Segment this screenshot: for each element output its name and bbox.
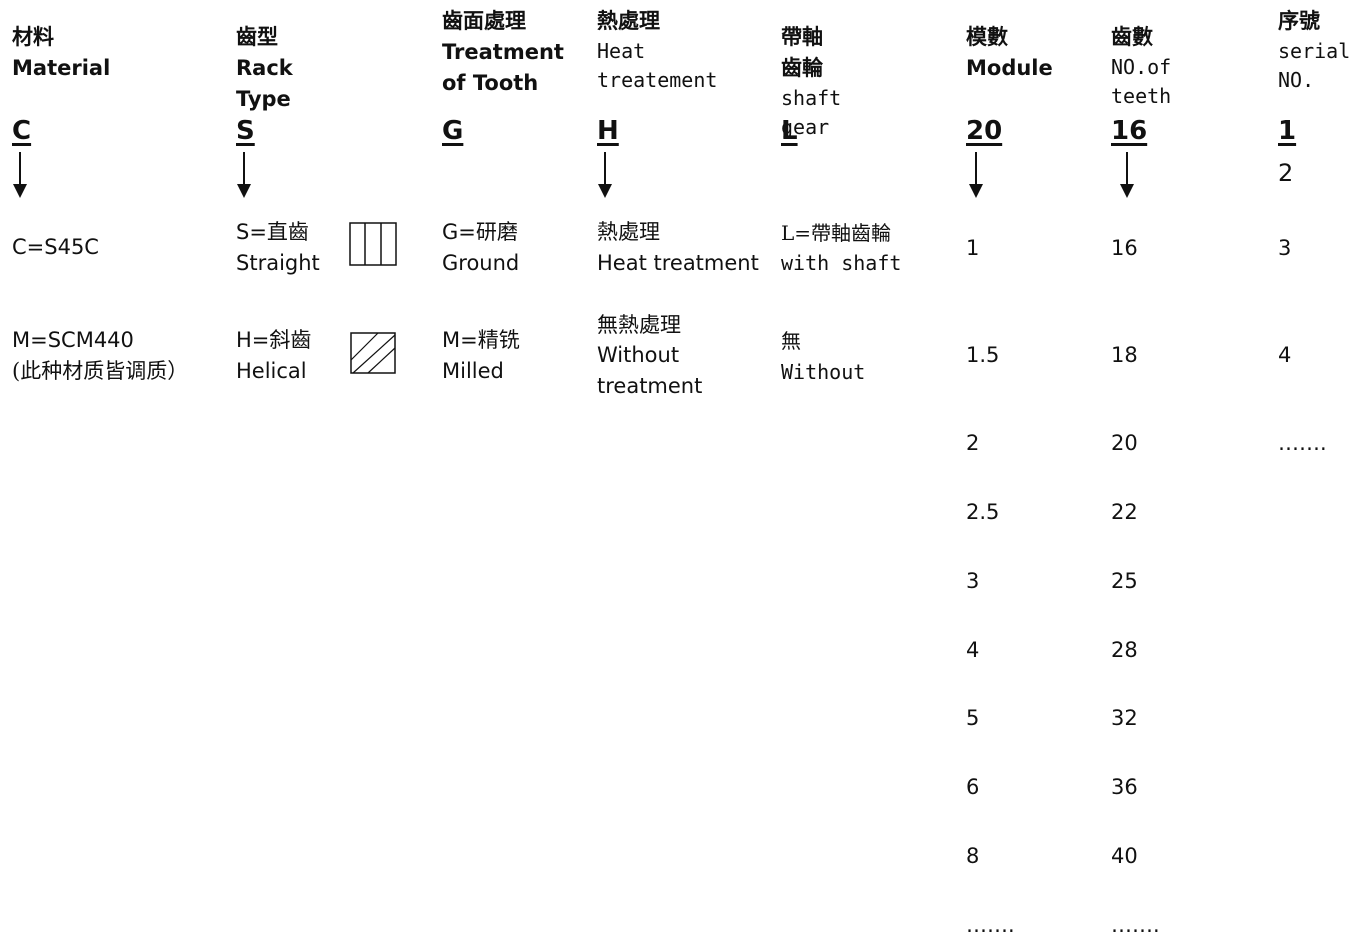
teeth-value: 20	[1111, 431, 1138, 455]
rack-type-option-s-code: S=直齒	[236, 220, 309, 244]
treatment-option-g-en: Ground	[442, 251, 520, 275]
helical-teeth-icon	[350, 332, 396, 374]
down-arrow-icon	[13, 152, 27, 198]
heat-option-1-en: Heat treatment	[597, 251, 759, 275]
serial-value-ellipsis: …….	[1278, 431, 1327, 455]
serial-value: 4	[1278, 343, 1292, 367]
material-header-zh: 材料	[12, 25, 54, 49]
treatment-option-g: G=研磨	[442, 220, 518, 244]
shaft-option-none-en: Without	[781, 360, 866, 384]
rack-type-option-s: S=直齒	[236, 217, 309, 247]
module-value: 5	[966, 706, 980, 730]
serial-code: 1	[1278, 116, 1297, 146]
treatment-of-tooth-header: 齒面處理 Treatment of Tooth	[442, 6, 564, 99]
teeth-value: 16	[1111, 236, 1138, 260]
shaft-gear-code: L	[781, 116, 798, 146]
shaft-gear-header-en: shaft gear	[781, 86, 842, 139]
module-value: 1	[966, 236, 980, 260]
shaft-gear-header: 帶軸齒輪 shaft gear	[781, 22, 841, 142]
down-arrow-icon	[969, 152, 983, 198]
module-header: 模數 Module	[966, 22, 1053, 84]
teeth-value: 28	[1111, 638, 1138, 662]
heat-option-1: 熱處理	[597, 220, 660, 244]
module-value: 3	[966, 569, 980, 593]
material-option-c: C=S45C	[12, 235, 99, 259]
serial-header-en1: serial	[1278, 39, 1351, 63]
material-option-m: M=SCM440	[12, 328, 134, 352]
module-header-zh: 模數	[966, 25, 1008, 49]
down-arrow-icon	[237, 152, 251, 198]
module-value-ellipsis: …….	[966, 913, 1015, 937]
teeth-header: 齒數 NO.of teeth	[1111, 22, 1171, 111]
treatment-of-tooth-code: G	[442, 116, 464, 146]
treatment-of-tooth-header-en2: of Tooth	[442, 71, 539, 95]
treatment-option-m: M=精铣	[442, 328, 520, 352]
heat-treatment-header-zh: 熱處理	[597, 9, 660, 33]
treatment-of-tooth-header-zh: 齒面處理	[442, 9, 526, 33]
rack-type-header-en: Rack Type	[236, 56, 293, 111]
material-option-m-note: (此种材质皆调质）	[12, 359, 189, 383]
teeth-value: 18	[1111, 343, 1138, 367]
module-value: 8	[966, 844, 980, 868]
material-header: 材料 Material	[12, 22, 110, 84]
shaft-option-l: L=帶軸齒輪	[781, 221, 892, 245]
module-code: 20	[966, 116, 1003, 146]
heat-treatment-header-en1: Heat	[597, 39, 646, 63]
rack-type-option-h-en: Helical	[236, 359, 307, 383]
heat-treatment-header-en2: treatement	[597, 68, 718, 92]
module-value: 2	[966, 431, 980, 455]
teeth-value: 25	[1111, 569, 1138, 593]
treatment-of-tooth-header-en1: Treatment	[442, 40, 564, 64]
teeth-value: 36	[1111, 775, 1138, 799]
rack-type-option-h: H=斜齒	[236, 328, 312, 352]
teeth-value: 32	[1111, 706, 1138, 730]
serial-header-en2: NO.	[1278, 68, 1315, 92]
serial-header: 序號 serial NO.	[1278, 6, 1350, 95]
rack-type-header-zh: 齒型	[236, 25, 278, 49]
shaft-option-l-en: with shaft	[781, 251, 902, 275]
down-arrow-icon	[1120, 152, 1134, 198]
serial-value: 3	[1278, 236, 1292, 260]
straight-teeth-icon	[349, 222, 397, 266]
down-arrow-icon	[598, 152, 612, 198]
serial-value: 2	[1278, 159, 1294, 187]
heat-option-2: 無熱處理	[597, 313, 681, 337]
material-header-en: Material	[12, 56, 111, 80]
rack-type-option-s-en: Straight	[236, 251, 320, 275]
teeth-value: 22	[1111, 500, 1138, 524]
teeth-header-zh: 齒數	[1111, 25, 1153, 49]
shaft-option-none: 無	[781, 329, 801, 353]
module-value: 2.5	[966, 500, 1000, 524]
heat-option-2-en2: treatment	[597, 374, 703, 398]
rack-type-header: 齒型 Rack Type	[236, 22, 293, 115]
rack-type-code: S	[236, 116, 255, 146]
module-header-en: Module	[966, 56, 1053, 80]
teeth-value-ellipsis: …….	[1111, 913, 1160, 937]
heat-treatment-code: H	[597, 116, 619, 146]
teeth-value: 40	[1111, 844, 1138, 868]
heat-treatment-header: 熱處理 Heat treatement	[597, 6, 717, 95]
module-value: 4	[966, 638, 980, 662]
treatment-option-m-en: Milled	[442, 359, 504, 383]
teeth-header-en: NO.of teeth	[1111, 55, 1172, 108]
shaft-gear-header-zh: 帶軸齒輪	[781, 25, 823, 80]
module-value: 6	[966, 775, 980, 799]
serial-header-zh: 序號	[1278, 9, 1320, 33]
module-value: 1.5	[966, 343, 1000, 367]
heat-option-2-en1: Without	[597, 343, 680, 367]
teeth-code: 16	[1111, 116, 1148, 146]
material-code: C	[12, 116, 32, 146]
